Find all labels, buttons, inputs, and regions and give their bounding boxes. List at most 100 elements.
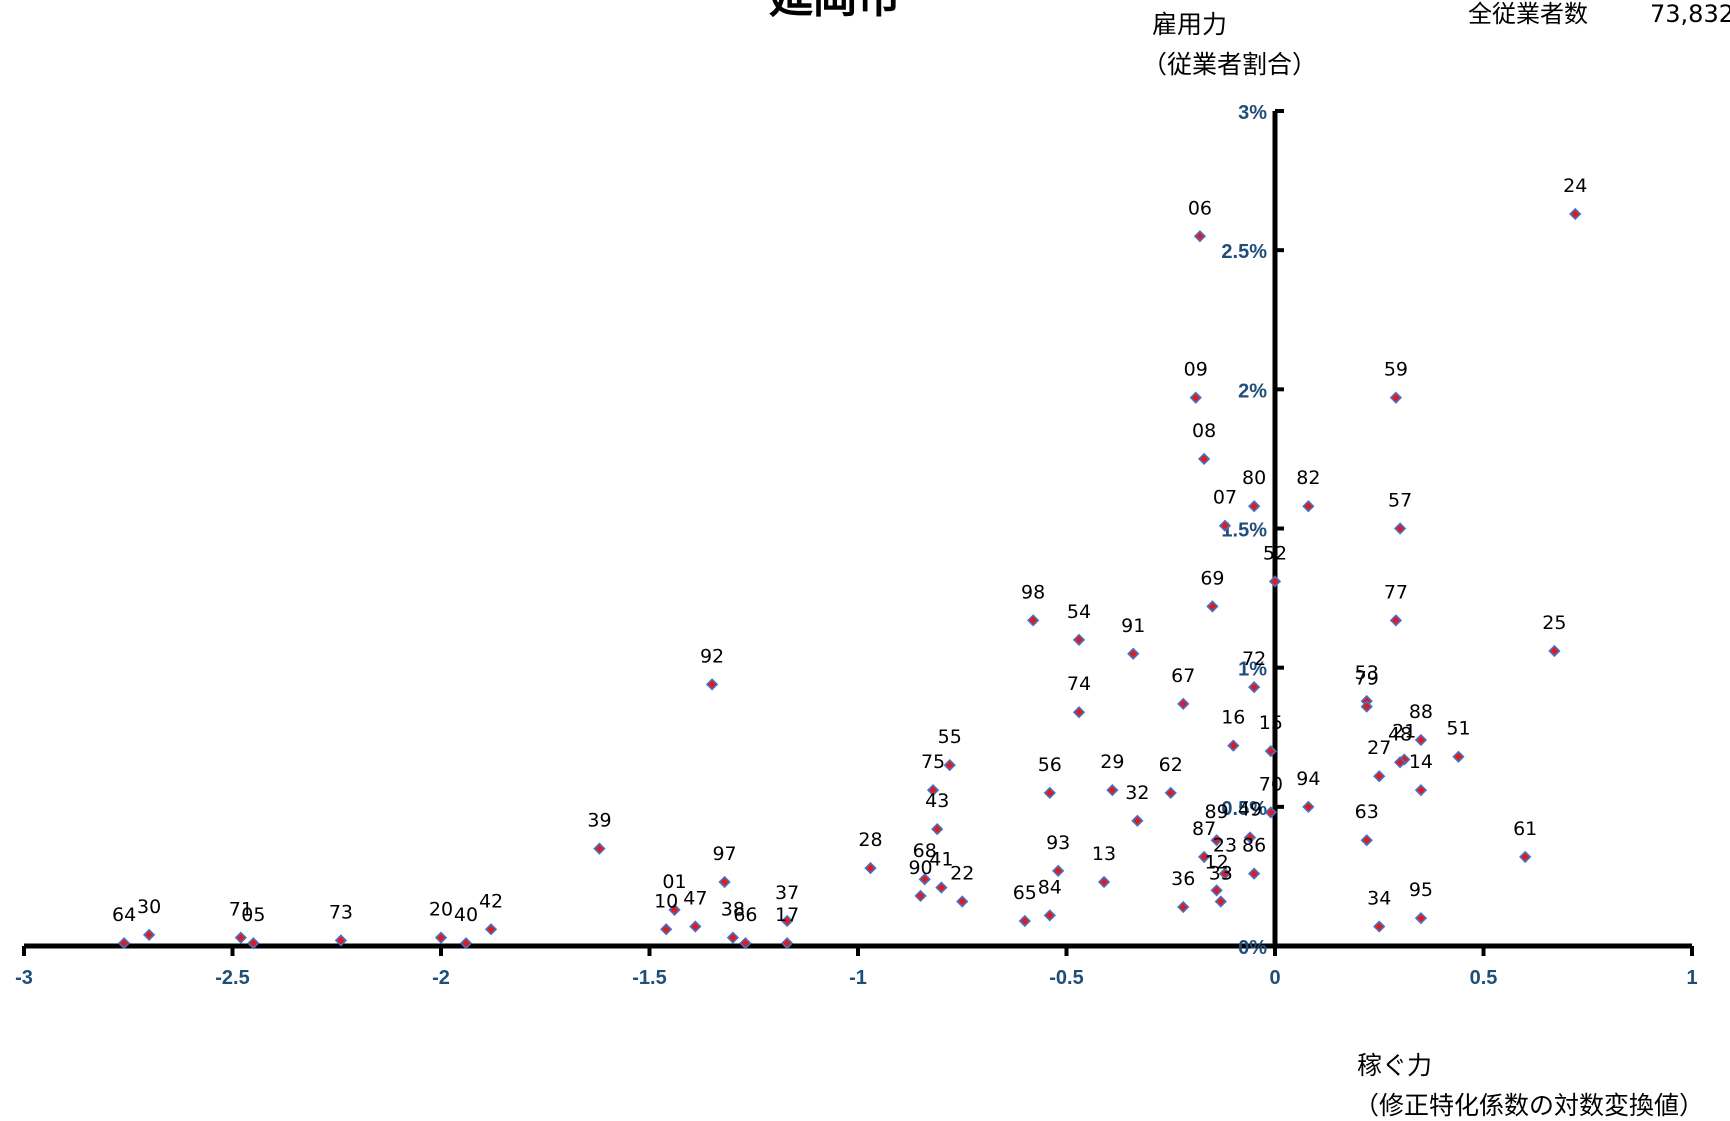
point-marker [1569,207,1582,221]
data-point-07: 07 [1213,487,1237,532]
point-label: 68 [913,840,937,862]
point-label: 70 [1259,773,1283,795]
data-point-72: 72 [1242,648,1266,694]
point-marker [1097,875,1111,889]
point-label: 23 [1213,835,1237,857]
point-label: 63 [1355,801,1379,823]
data-point-42: 42 [479,890,503,936]
data-point-52: 52 [1263,542,1287,588]
point-label: 98 [1021,581,1045,603]
point-label: 53 [1355,662,1379,684]
point-label: 28 [858,829,882,851]
data-point-32: 32 [1125,782,1149,827]
data-point-77: 77 [1384,581,1408,627]
data-point-84: 84 [1038,876,1062,922]
y-tick-label: 2.5% [1221,241,1267,263]
point-marker [434,931,448,944]
data-point-25: 25 [1542,612,1566,658]
point-marker [1548,644,1561,658]
data-point-34: 34 [1367,888,1391,933]
y-tick-label: 1% [1238,659,1267,681]
point-label: 64 [112,904,136,926]
point-marker [142,928,156,941]
point-marker [1127,647,1140,660]
data-point-48: 48 [1388,723,1412,769]
point-marker [739,937,752,950]
point-label: 94 [1296,768,1320,790]
point-marker [1043,909,1056,922]
point-marker [1193,230,1207,243]
point-marker [1264,806,1277,819]
point-label: 86 [1242,835,1266,857]
data-point-64: 64 [112,904,136,950]
data-point-14: 14 [1409,751,1433,797]
data-point-47: 47 [683,888,707,933]
point-label: 38 [721,899,745,921]
x-tick-label: -3 [15,967,33,989]
data-point-12: 12 [1205,851,1229,897]
chart-title: 延岡市 [769,0,901,23]
point-marker [593,842,606,855]
point-label: 06 [1188,197,1212,219]
data-point-86: 86 [1242,835,1266,880]
y-tick-label: 3% [1238,102,1267,124]
point-marker [1302,500,1315,513]
data-point-37: 37 [775,882,799,928]
data-point-24: 24 [1563,175,1587,221]
data-point-41: 41 [929,849,953,894]
point-marker [1214,895,1227,908]
point-label: 73 [329,901,353,923]
data-point-93: 93 [1046,832,1070,877]
point-marker [1197,850,1211,864]
y-tick-label: 0% [1238,937,1267,959]
data-point-55: 55 [938,726,962,772]
point-label: 55 [938,726,962,748]
data-point-30: 30 [137,896,161,941]
point-label: 17 [775,904,799,926]
point-marker [459,937,473,950]
point-marker [1206,600,1219,613]
point-label: 61 [1513,818,1537,840]
data-point-39: 39 [587,810,612,855]
point-marker [1389,391,1403,404]
point-label: 14 [1409,751,1433,773]
data-point-63: 63 [1355,801,1379,847]
point-marker [1218,519,1232,532]
point-marker [1264,745,1277,758]
data-points: 24 06 09 59 08 80 82 07 57 52 69 98 77 54 91 25 92 72 74 67… [112,175,1587,950]
point-label: 01 [662,871,686,893]
data-point-33: 33 [1209,862,1233,908]
point-label: 32 [1125,782,1149,804]
point-marker [1414,733,1428,747]
point-marker [1027,614,1040,627]
point-label: 92 [700,645,724,667]
y-tick-label: 0.5% [1221,798,1267,820]
y-axis-ticks: 0% 0.5% 1% 1.5% 2% 2.5% 3% [1221,102,1284,959]
point-marker [1360,834,1373,847]
point-label: 62 [1159,754,1183,776]
point-marker [780,937,794,950]
point-marker [1243,831,1257,844]
data-point-94: 94 [1296,768,1320,813]
point-label: 87 [1192,818,1216,840]
point-label: 77 [1384,581,1408,603]
point-marker [943,758,956,772]
data-point-89: 89 [1205,801,1229,847]
point-marker [1131,814,1144,827]
point-marker [1248,500,1261,513]
data-point-67: 67 [1171,665,1195,710]
point-marker [726,931,740,944]
point-marker [931,822,944,836]
point-marker [1248,681,1261,694]
point-marker [1389,614,1403,627]
point-marker [689,920,702,933]
point-label: 47 [683,888,707,910]
point-label: 54 [1067,601,1091,623]
point-label: 42 [479,890,503,912]
point-marker [1210,884,1223,897]
x-axis-title-line2: （修正特化係数の対数変換値） [1354,1091,1704,1120]
point-marker [918,873,931,886]
data-point-29: 29 [1100,751,1124,797]
point-label: 93 [1046,832,1070,854]
point-marker [1043,786,1056,800]
